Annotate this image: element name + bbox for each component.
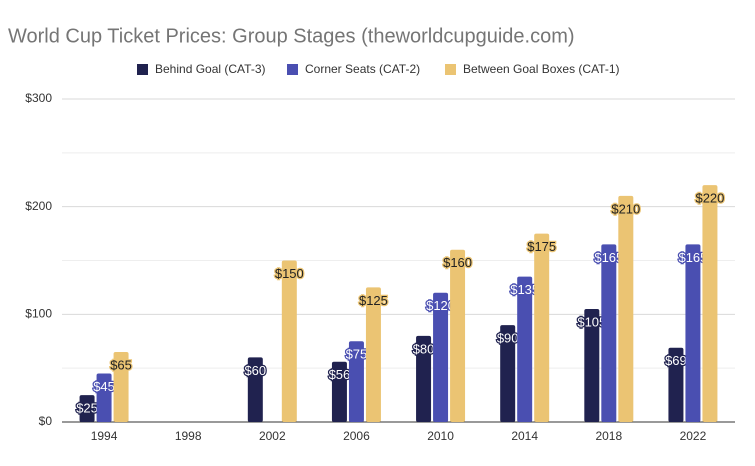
bar — [348, 341, 364, 422]
value-label: $175 — [527, 239, 556, 254]
x-tick-label: 1998 — [175, 429, 202, 443]
x-tick-label: 2018 — [595, 429, 622, 443]
legend-swatch — [445, 64, 456, 75]
legend-label: Behind Goal (CAT-3) — [155, 62, 266, 76]
bar — [618, 195, 634, 422]
bar — [517, 276, 533, 422]
y-tick-label: $0 — [39, 414, 53, 428]
value-label: $210 — [611, 201, 640, 216]
bar — [113, 352, 129, 422]
bar — [96, 373, 112, 422]
x-tick-label: 2010 — [427, 429, 454, 443]
value-label: $90 — [497, 331, 519, 346]
value-label: $25 — [76, 401, 98, 416]
value-label: $220 — [695, 191, 724, 206]
x-tick-label: 2014 — [511, 429, 538, 443]
x-tick-label: 2002 — [259, 429, 286, 443]
bar — [281, 260, 297, 422]
legend-swatch — [137, 64, 148, 75]
value-label: $165 — [594, 250, 623, 265]
bar — [534, 233, 550, 422]
bar — [79, 395, 95, 422]
value-label: $60 — [244, 363, 266, 378]
bar — [365, 287, 381, 422]
y-tick-label: $100 — [25, 307, 52, 321]
value-label: $56 — [329, 367, 351, 382]
value-label: $125 — [359, 293, 388, 308]
y-tick-label: $200 — [25, 199, 52, 213]
value-label: $165 — [678, 250, 707, 265]
chart-title: World Cup Ticket Prices: Group Stages (t… — [8, 25, 575, 47]
bar — [601, 244, 617, 422]
value-label: $105 — [577, 314, 606, 329]
bar — [450, 249, 466, 422]
bar — [247, 357, 263, 422]
legend-label: Corner Seats (CAT-2) — [305, 62, 420, 76]
value-label: $160 — [443, 255, 472, 270]
bar — [331, 361, 347, 422]
bar — [500, 325, 516, 422]
value-label: $45 — [93, 379, 115, 394]
value-label: $150 — [275, 266, 304, 281]
bar — [685, 244, 701, 422]
bar — [668, 347, 684, 422]
x-tick-label: 2022 — [680, 429, 707, 443]
value-label: $135 — [510, 282, 539, 297]
value-label: $80 — [413, 341, 435, 356]
legend-label: Between Goal Boxes (CAT-1) — [463, 62, 620, 76]
bar — [584, 308, 600, 422]
value-label: $120 — [426, 298, 455, 313]
y-tick-label: $300 — [25, 91, 52, 105]
legend-swatch — [287, 64, 298, 75]
value-label: $69 — [665, 353, 687, 368]
value-label: $75 — [346, 347, 368, 362]
value-label: $65 — [110, 357, 132, 372]
bar — [702, 185, 718, 422]
x-tick-label: 2006 — [343, 429, 370, 443]
bar — [433, 292, 449, 422]
bar — [416, 335, 432, 422]
x-tick-label: 1994 — [91, 429, 118, 443]
